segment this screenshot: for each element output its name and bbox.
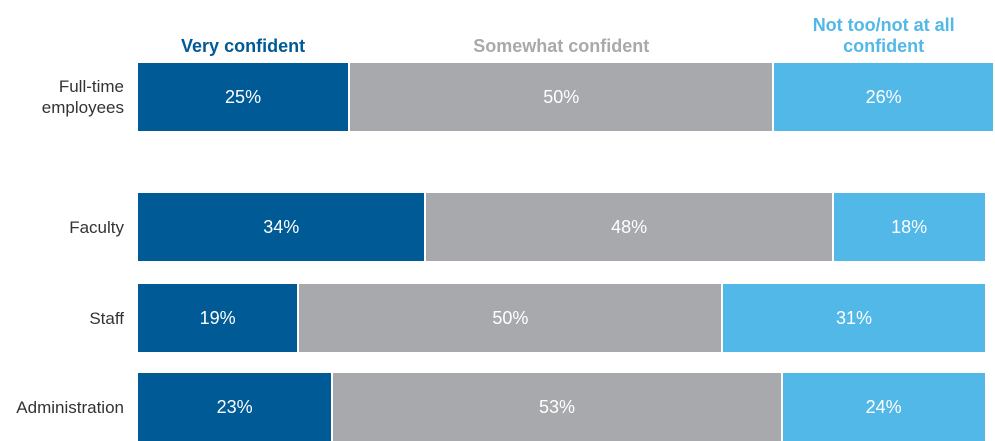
bar-segment [350, 63, 773, 131]
data-label: 50% [543, 86, 580, 107]
data-label: 23% [216, 396, 253, 417]
bar-segment [782, 373, 985, 441]
legend-label: Not too/not at all confident [812, 15, 955, 56]
legend-label: Somewhat confident [473, 36, 650, 56]
data-label: 34% [263, 216, 300, 237]
data-label: 19% [199, 307, 236, 328]
bar-segment [774, 63, 993, 131]
data-label: 53% [538, 396, 576, 417]
bar-segment [426, 193, 832, 261]
legend-label: Very confident [181, 36, 306, 56]
category-label: Staff [89, 308, 124, 328]
bar-segment [138, 284, 298, 352]
bar-segment [138, 193, 425, 261]
category-label: Faculty [69, 217, 124, 237]
bar-segment [333, 373, 781, 441]
data-label: 50% [492, 307, 529, 328]
category-label: Administration [16, 397, 124, 417]
data-label: 25% [225, 86, 262, 107]
data-label: 48% [611, 216, 648, 237]
bar-segment [138, 373, 332, 441]
data-label: 31% [835, 307, 872, 328]
bar-segment [833, 193, 985, 261]
bar-segment [138, 63, 349, 131]
data-label: 18% [891, 216, 928, 237]
bar-segment [723, 284, 985, 352]
data-label: 26% [865, 86, 902, 107]
data-label: 24% [865, 396, 902, 417]
category-label: Full-time employees [41, 77, 124, 117]
bar-segment [299, 284, 722, 352]
